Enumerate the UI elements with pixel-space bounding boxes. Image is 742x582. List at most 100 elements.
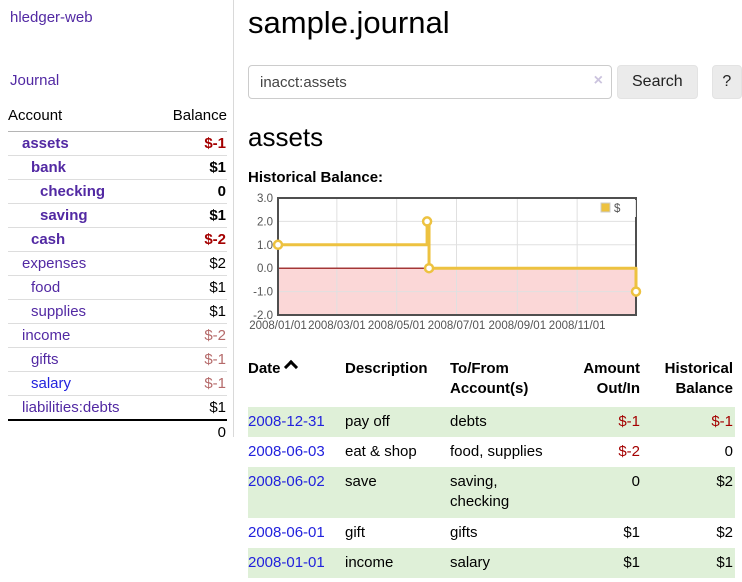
account-row: expenses $2 [8,251,227,276]
chart-section-label: Historical Balance: [248,169,384,186]
account-balance: $-2 [155,227,227,252]
accounts-header-balance: Balance [155,104,227,132]
transactions-table-body: 2008-12-31 pay off debts $-1 $-1 2008-06… [248,406,735,578]
transaction-balance: 0 [724,442,733,460]
search-input[interactable] [248,65,612,99]
svg-text:2008/05/01: 2008/05/01 [368,320,426,332]
page-title: sample.journal [248,5,450,40]
account-link[interactable]: saving [40,207,88,224]
account-row: cash $-2 [8,227,227,252]
account-link[interactable]: income [22,327,71,344]
search-form: × Search ? [248,65,742,99]
accounts-header-account: Account [8,104,156,132]
account-balance: $1 [155,155,227,180]
account-balance: $2 [155,251,227,276]
svg-text:3.0: 3.0 [257,193,273,205]
transaction-accounts: gifts [450,523,478,541]
transaction-description: income [345,553,394,571]
transaction-description: save [345,473,377,490]
account-row: bank $1 [8,155,227,180]
transaction-accounts: salary [450,553,491,571]
transaction-date-link[interactable]: 2008-06-02 [248,473,325,490]
account-link[interactable]: checking [40,183,106,200]
transaction-accounts: debts [450,412,487,430]
sidebar: hledger-web Journal Account Balance asse… [0,0,234,444]
account-link[interactable]: liabilities:debts [22,399,120,416]
transaction-description: pay off [345,412,390,430]
transaction-date-link[interactable]: 2008-06-01 [248,523,325,541]
transaction-row: 2008-06-03 eat & shop food, supplies $-2… [248,437,735,467]
transaction-balance: $2 [716,473,733,490]
transaction-accounts: saving, checking [450,473,510,511]
account-link[interactable]: salary [31,375,72,392]
header-balance: Historical Balance [664,360,733,398]
account-balance: $-1 [155,131,227,156]
svg-text:2008/01/01: 2008/01/01 [249,320,307,332]
accounts-table: Account Balance assets $-1 bank $1 check… [8,104,227,444]
account-link[interactable]: expenses [22,255,87,272]
account-balance: $-1 [155,371,227,396]
account-row: food $1 [8,275,227,300]
transaction-date-link[interactable]: 2008-06-03 [248,442,325,460]
clear-search-icon[interactable]: × [593,72,603,89]
header-amount: Amount Out/In [583,360,640,398]
account-row: gifts $-1 [8,347,227,372]
account-balance: $-1 [155,347,227,372]
transaction-date-link[interactable]: 2008-01-01 [248,553,325,571]
transaction-description: gift [345,523,366,541]
search-button[interactable]: Search [617,65,698,99]
accounts-total-value: 0 [155,419,227,444]
account-link[interactable]: supplies [31,303,87,320]
help-button[interactable]: ? [711,65,742,99]
account-row: income $-2 [8,323,227,348]
header-description: Description [345,360,428,377]
transaction-row: 2008-12-31 pay off debts $-1 $-1 [248,406,735,437]
svg-text:0.0: 0.0 [257,263,273,275]
account-row: saving $1 [8,203,227,228]
account-balance: $1 [155,299,227,324]
account-link[interactable]: food [31,279,61,296]
account-link[interactable]: gifts [31,351,59,368]
transaction-balance: $1 [716,553,733,571]
header-accounts: To/From Account(s) [450,360,529,398]
transaction-amount: $-1 [618,412,640,430]
account-row: supplies $1 [8,299,227,324]
svg-text:$: $ [614,203,621,215]
account-heading: assets [248,122,324,152]
transaction-amount: $1 [623,523,640,541]
account-balance: $-2 [155,323,227,348]
transaction-amount: 0 [631,473,640,490]
transaction-balance: $-1 [711,412,733,430]
account-link[interactable]: cash [31,231,66,248]
account-link[interactable]: assets [22,135,69,152]
svg-text:2008/07/01: 2008/07/01 [428,320,486,332]
svg-text:-1.0: -1.0 [253,287,273,299]
transaction-date-link[interactable]: 2008-12-31 [248,412,325,430]
transaction-amount: $1 [623,553,640,571]
transaction-balance: $2 [716,523,733,541]
sidebar-item-journal[interactable]: Journal [10,72,60,89]
accounts-total-row: 0 [8,419,227,444]
header-date[interactable]: Date [248,357,345,407]
app-title-link[interactable]: hledger-web [10,9,93,26]
transactions-table: Date Description To/From Account(s) Amou… [248,357,735,578]
transaction-description: eat & shop [345,442,417,460]
account-row: liabilities:debts $1 [8,395,227,421]
transactions-header-row: Date Description To/From Account(s) Amou… [248,357,735,407]
account-row: assets $-1 [8,131,227,156]
account-row: checking 0 [8,179,227,204]
account-row: salary $-1 [8,371,227,396]
transaction-row: 2008-06-02 save saving, checking 0 $2 [248,467,735,518]
caret-up-icon [283,359,298,375]
account-balance: $1 [155,203,227,228]
transaction-amount: $-2 [618,442,640,460]
accounts-table-body: assets $-1 bank $1 checking 0 saving $1 … [8,131,227,421]
account-balance: 0 [155,179,227,204]
svg-text:2008/09/01: 2008/09/01 [489,320,547,332]
account-link[interactable]: bank [31,159,67,176]
svg-text:2008/03/01: 2008/03/01 [308,320,366,332]
svg-text:2.0: 2.0 [257,216,273,228]
svg-text:-2.0: -2.0 [253,310,273,322]
transaction-accounts: food, supplies [450,442,543,460]
